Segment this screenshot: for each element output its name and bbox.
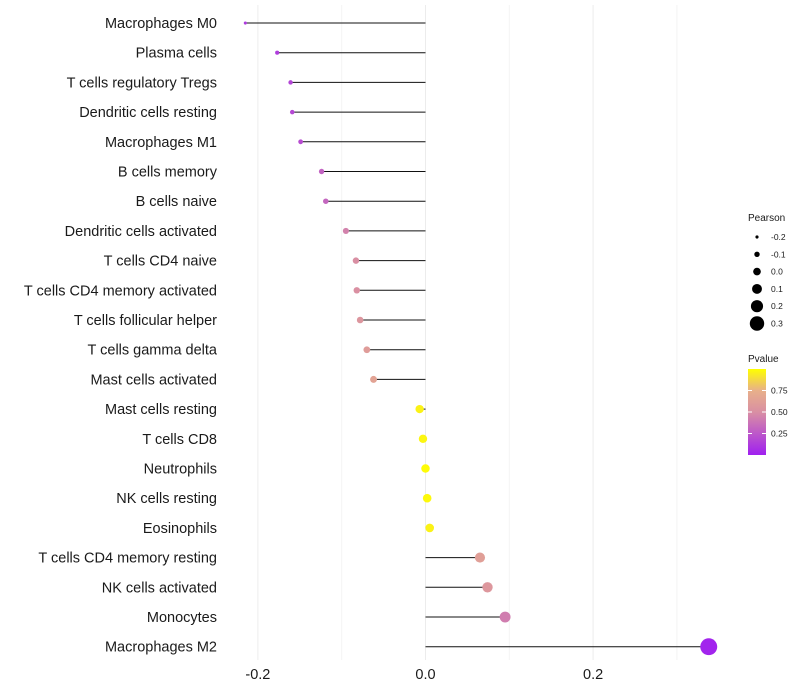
data-point	[356, 316, 364, 324]
data-point	[289, 109, 295, 115]
data-point	[275, 50, 280, 55]
data-point	[318, 168, 325, 175]
category-label: Macrophages M0	[105, 16, 217, 32]
category-labels: Macrophages M0 Plasma cells T cells regula…	[24, 16, 218, 656]
size-legend-key	[750, 300, 764, 313]
category-label: T cells gamma delta	[88, 343, 218, 359]
color-legend-bar	[748, 369, 766, 455]
data-point	[288, 80, 293, 85]
category-label: Macrophages M1	[105, 135, 217, 151]
category-label: B cells naive	[136, 194, 217, 210]
size-legend-key	[749, 316, 765, 331]
grid-lines	[257, 5, 678, 660]
size-legend-key	[752, 283, 762, 294]
size-legend-key	[755, 235, 759, 239]
x-tick-label: 0.2	[583, 667, 603, 683]
category-label: T cells CD4 memory resting	[38, 551, 217, 567]
size-legend-label: 0.1	[771, 284, 783, 294]
data-point	[425, 523, 435, 533]
stems	[245, 22, 709, 648]
data-point	[700, 638, 718, 656]
data-point	[352, 257, 360, 264]
data-point	[298, 139, 304, 145]
category-label: T cells CD4 memory activated	[24, 283, 217, 299]
color-legend-label: 0.25	[771, 429, 788, 439]
category-label: NK cells activated	[102, 580, 217, 596]
size-legend-label: 0.3	[771, 319, 783, 329]
x-axis-ticks: -0.2 0.0 0.2	[245, 667, 603, 683]
category-label: Macrophages M2	[105, 640, 217, 656]
data-point	[243, 21, 247, 25]
x-tick-label: 0.0	[415, 667, 435, 683]
data-point	[421, 464, 430, 473]
size-legend-key	[754, 251, 760, 257]
x-tick-label: -0.2	[245, 667, 270, 683]
points	[243, 21, 718, 656]
category-label: Mast cells resting	[105, 402, 217, 418]
color-legend: Pvalue 0.75 0.50 0.25	[748, 354, 788, 455]
size-legend-label: -0.2	[771, 232, 786, 242]
size-legend-label: 0.2	[771, 301, 783, 311]
category-label: Monocytes	[147, 610, 217, 626]
data-point	[482, 582, 493, 593]
category-label: T cells CD8	[142, 432, 217, 448]
color-legend-label: 0.50	[771, 407, 788, 417]
category-label: Eosinophils	[143, 521, 217, 537]
color-legend-label: 0.75	[771, 386, 788, 396]
category-label: B cells memory	[118, 165, 218, 181]
category-label: T cells CD4 naive	[104, 254, 217, 270]
size-legend: Pearson -0.2 -0.1 0.0 0.1 0.2 0.3	[748, 213, 786, 331]
data-point	[363, 346, 371, 354]
category-label: Mast cells activated	[90, 372, 217, 388]
category-label: NK cells resting	[116, 491, 217, 507]
data-point	[323, 198, 329, 204]
data-point	[353, 287, 361, 294]
data-point	[418, 434, 428, 444]
data-point	[474, 552, 486, 563]
data-point	[370, 375, 378, 383]
size-legend-key	[753, 267, 761, 276]
category-label: T cells regulatory Tregs	[67, 75, 217, 91]
data-point	[342, 227, 349, 234]
category-label: Dendritic cells activated	[65, 224, 217, 240]
category-label: Neutrophils	[144, 462, 217, 478]
category-label: Dendritic cells resting	[79, 105, 217, 121]
data-point	[422, 493, 432, 503]
data-point	[499, 611, 511, 623]
data-point	[415, 404, 424, 414]
size-legend-title: Pearson	[748, 213, 785, 224]
category-label: T cells follicular helper	[74, 313, 217, 329]
size-legend-label: 0.0	[771, 267, 783, 277]
color-legend-title: Pvalue	[748, 354, 779, 365]
category-label: Plasma cells	[136, 46, 217, 62]
size-legend-label: -0.1	[771, 249, 786, 259]
